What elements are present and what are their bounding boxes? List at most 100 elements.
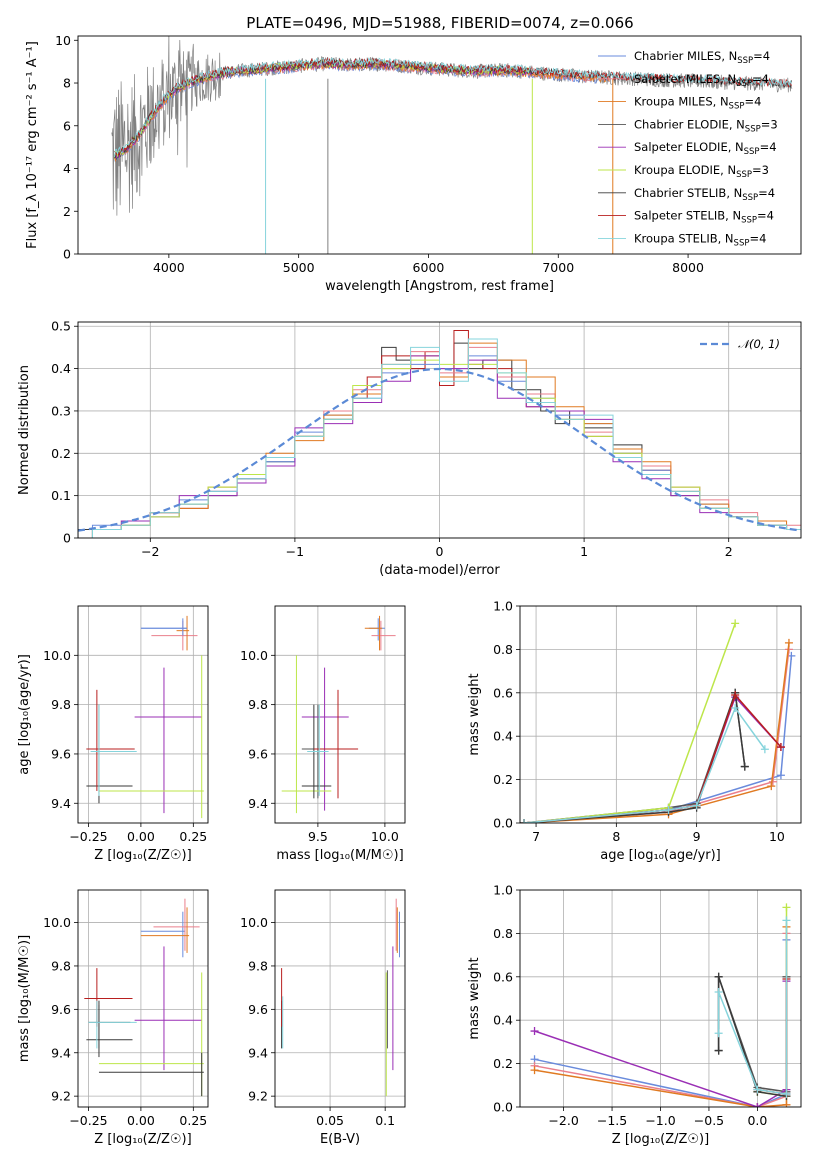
weight-marker [782,903,791,912]
weight-marker [782,1100,791,1107]
legend-sub: SSP [741,216,757,226]
weight-marker [664,805,673,814]
y-tick-label: 2 [63,204,71,219]
histogram-step-kroupa-elodie [91,359,801,538]
x-axis-label: age [log₁₀(age/yr)] [600,848,721,863]
model-spectrum [113,57,792,157]
x-tick-label: −2.0 [548,1113,578,1128]
plot-mass-vs-EBV: 0.05 0.1 9.2 9.4 9.6 9.8 10.0 E(B-V) [240,889,406,1147]
weight-line [523,695,782,823]
legend-sub: SSP [729,102,745,112]
y-tick-label: 9.8 [51,958,71,973]
legend-sub: SSP [737,56,753,66]
y-tick-label: 0.8 [493,926,513,941]
y-tick-label: 9.4 [248,796,268,811]
x-tick-label: 9.5 [308,829,328,844]
y-tick-label: 9.8 [248,958,268,973]
legend-suffix: =4 [760,140,777,154]
weight-marker [740,762,749,771]
x-tick-label: −1.5 [597,1113,627,1128]
plot-weight-vs-Z: −2.0 −1.5 −1.0 −0.5 0.0 0.0 0.2 0.4 0.6 0.8 1.0 Z [… [467,883,802,1147]
weight-marker [731,690,740,699]
weight-marker [520,819,529,823]
weight-line [757,979,788,1095]
x-tick-label: 9 [693,829,701,844]
y-axis-label: Flux [f_λ 10⁻¹⁷ erg cm⁻² s⁻¹ A⁻¹] [25,41,40,249]
plot-residuals: −2 −1 0 1 2 0 0.1 0.2 0.3 0.4 0.5 (data-model)/erro… [17,319,802,578]
x-axis-label: E(B-V) [320,1132,360,1147]
x-tick-label: 2 [725,544,733,559]
legend-suffix: =3 [752,163,769,177]
x-tick-label: 7000 [542,260,574,275]
plot-spectrum: 4000 5000 6000 7000 8000 0 2 4 6 8 10 wavelength [A… [25,33,802,294]
axes-frame [77,35,802,255]
legend-sub: SSP [734,238,750,248]
legend-suffix: =4 [757,209,774,223]
axes-frame [519,605,802,824]
weight-marker [530,1027,539,1036]
axes-frame [519,889,802,1108]
histogram-step-salpeter-elodie [91,355,801,538]
y-tick-label: 8 [63,76,71,91]
y-tick-label: 9.8 [248,697,268,712]
x-tick-label: 0.05 [316,1113,344,1128]
y-tick-label: 6 [63,118,71,133]
y-tick-label: 9.6 [51,1002,71,1017]
weight-line [523,692,746,823]
plot-age-vs-mass: 9.5 10.0 9.4 9.6 9.8 10.0 mass [log₁₀(M/M☉)] [240,605,406,863]
legend-label: Salpeter MILES, N [634,72,736,86]
figure-title: PLATE=0496, MJD=51988, FIBERID=0074, z=0… [246,14,633,32]
y-tick-label: 10.0 [240,648,268,663]
x-tick-label: 8 [612,829,620,844]
weight-marker [760,745,769,754]
plot-area-weight-vs-Z [520,890,801,1107]
y-tick-label: 9.6 [248,1002,268,1017]
plot-area-age-vs-Z [78,606,208,823]
axes-frame [274,889,406,1108]
axes-frame [274,605,406,824]
x-tick-label: 4000 [153,260,185,275]
y-tick-label: 0.0 [493,816,513,831]
weight-marker [714,1046,723,1055]
x-tick-label: 5000 [283,260,315,275]
legend-entry: Salpeter ELODIE, NSSP=4 [634,140,777,157]
x-tick-label: 0.25 [179,829,207,844]
weight-marker [731,703,740,712]
legend-suffix: =4 [758,186,775,200]
y-axis-label: mass weight [467,673,482,755]
legend-entry: Salpeter MILES, NSSP=4 [634,72,769,89]
y-tick-label: 1.0 [493,599,513,614]
plot-area-weight-vs-age [520,606,801,823]
x-tick-label: 10.0 [371,829,399,844]
axes-frame [77,889,209,1108]
y-tick-label: 0.4 [51,361,71,376]
legend-sub: SSP [742,193,758,203]
axes-frame [77,605,209,824]
weight-marker [753,1103,762,1107]
normal-curve [78,367,801,532]
plot-area-mass-vs-EBV [275,890,405,1107]
y-tick-label: 0.2 [493,1056,513,1071]
weight-line [717,976,788,1093]
y-tick-label: 0.4 [493,729,513,744]
legend-sub: SSP [744,147,760,157]
y-tick-label: 0 [63,247,71,262]
x-tick-label: 7 [532,829,540,844]
histogram-step-kroupa-stelib [91,338,801,538]
legend-sub: SSP [736,79,752,89]
weight-marker [692,801,701,810]
weight-line [523,642,790,823]
weight-line [523,692,746,823]
y-tick-label: 9.8 [51,697,71,712]
weight-marker [530,1066,539,1075]
weight-line [757,907,788,1098]
legend-label: Kroupa STELIB, N [634,231,734,245]
weight-marker [767,782,776,791]
plot-area-mass-vs-Z [78,890,208,1107]
legend-label: Chabrier MILES, N [634,49,737,63]
weight-line [523,706,766,823]
x-axis-label: Z [log₁₀(Z/Z☉)] [612,1132,709,1147]
x-tick-label: −0.25 [69,1113,107,1128]
weight-marker [753,1085,762,1094]
